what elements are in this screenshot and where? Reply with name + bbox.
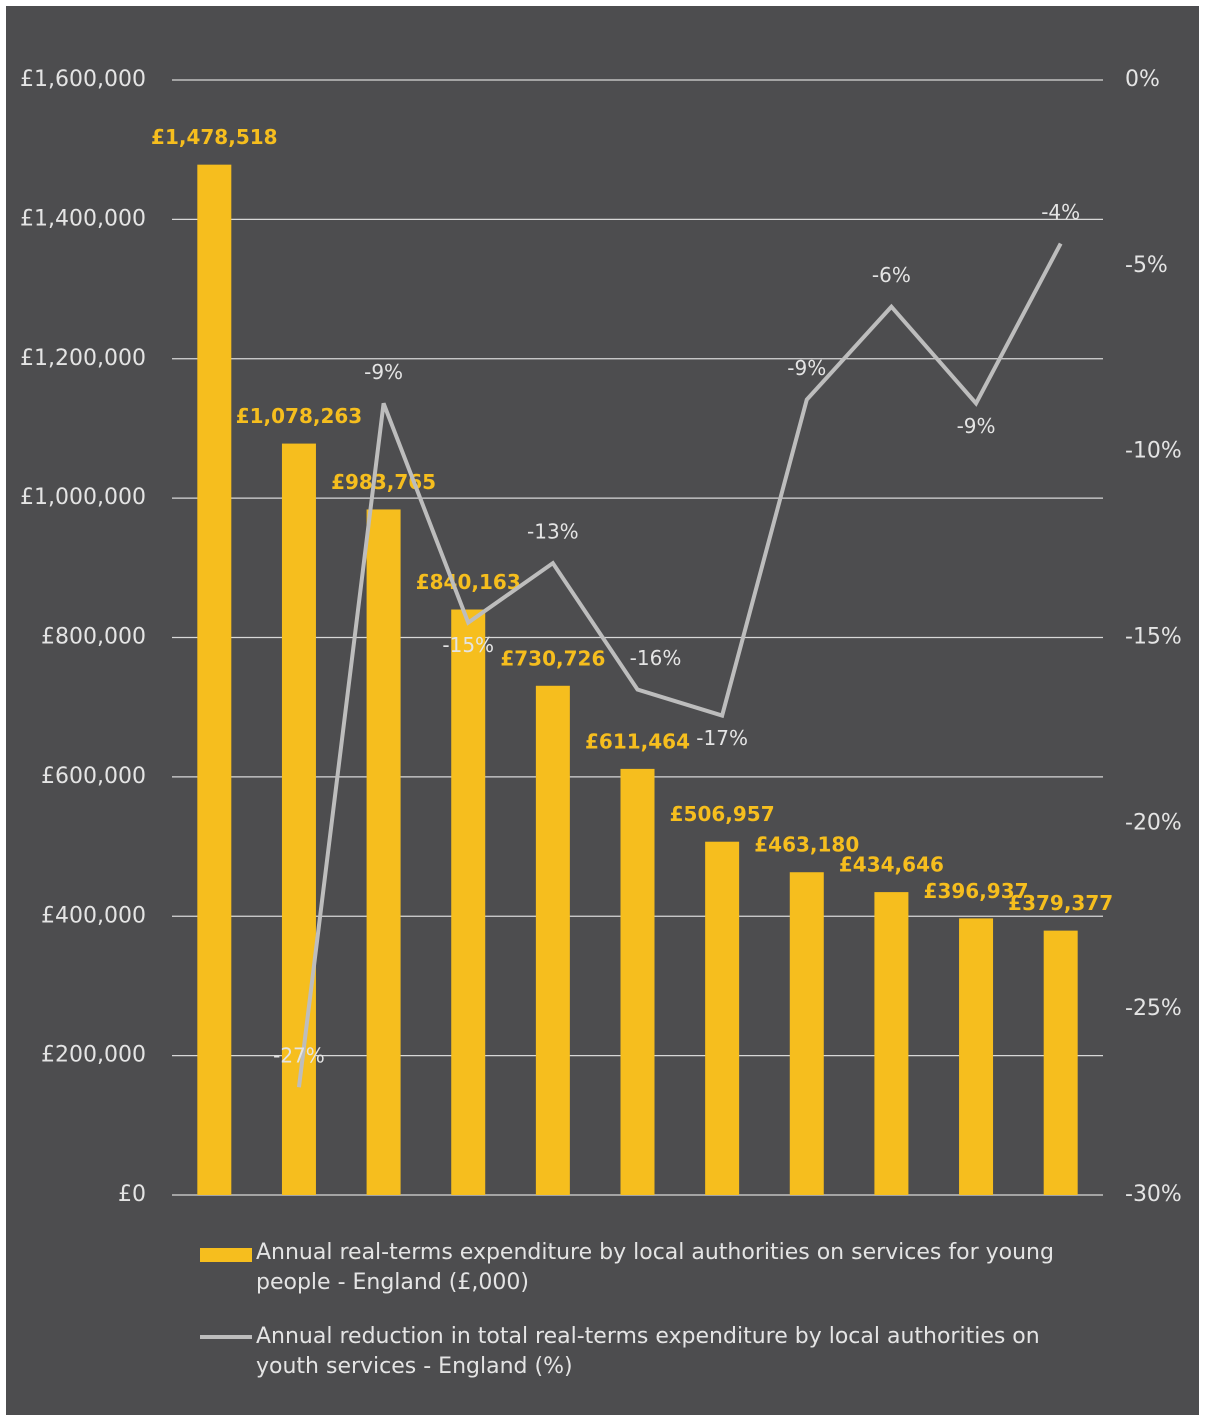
y2-tick-label: -15% bbox=[1125, 625, 1182, 650]
bar bbox=[874, 892, 909, 1195]
y-tick-label: £1,000,000 bbox=[20, 485, 146, 510]
bar-value-label: £434,646 bbox=[839, 853, 944, 877]
y2-tick-label: -30% bbox=[1125, 1182, 1182, 1207]
y2-tick-label: -5% bbox=[1125, 253, 1168, 278]
bar bbox=[620, 768, 655, 1195]
line-value-label: -15% bbox=[442, 633, 494, 657]
bar-value-label: £840,163 bbox=[416, 570, 521, 594]
bar bbox=[197, 164, 232, 1196]
line-value-label: -9% bbox=[957, 414, 996, 438]
y-tick-label: £600,000 bbox=[41, 764, 146, 789]
y-tick-label: £1,200,000 bbox=[20, 346, 146, 371]
bar bbox=[366, 509, 401, 1196]
legend-item: Annual reduction in total real-terms exp… bbox=[200, 1322, 1080, 1382]
y-tick-label: £200,000 bbox=[41, 1043, 146, 1068]
legend-swatch bbox=[200, 1248, 252, 1262]
background bbox=[6, 6, 1199, 1415]
bar bbox=[789, 872, 824, 1195]
y-tick-label: £400,000 bbox=[41, 903, 146, 928]
bar-value-label: £396,937 bbox=[924, 879, 1029, 903]
bar bbox=[451, 609, 486, 1195]
line-value-label: -27% bbox=[273, 1044, 325, 1068]
bar-value-label: £506,957 bbox=[670, 802, 775, 826]
line-value-label: -6% bbox=[872, 263, 911, 287]
y-tick-label: £0 bbox=[118, 1182, 146, 1207]
line-value-label: -4% bbox=[1041, 200, 1080, 224]
legend-label: Annual reduction in total real-terms exp… bbox=[256, 1324, 1040, 1379]
legend-swatch bbox=[200, 1335, 252, 1339]
bar-value-label: £1,478,518 bbox=[151, 125, 278, 149]
bar bbox=[535, 685, 570, 1195]
bar-value-label: £983,765 bbox=[331, 470, 436, 494]
y-tick-label: £1,600,000 bbox=[20, 67, 146, 92]
line bbox=[296, 242, 1063, 1088]
bar-value-label: £379,377 bbox=[1008, 891, 1113, 915]
bar-value-label: £611,464 bbox=[585, 729, 690, 753]
line-value-label: -17% bbox=[696, 726, 748, 750]
bar bbox=[959, 918, 994, 1195]
y-tick-label: £800,000 bbox=[41, 625, 146, 650]
y2-tick-label: -25% bbox=[1125, 996, 1182, 1021]
legend-item: Annual real-terms expenditure by local a… bbox=[200, 1238, 1080, 1298]
y2-tick-label: -20% bbox=[1125, 810, 1182, 835]
bar-value-label: £463,180 bbox=[754, 833, 859, 857]
line-value-label: -9% bbox=[787, 356, 826, 380]
bar-value-label: £1,078,263 bbox=[236, 404, 363, 428]
bar bbox=[1043, 930, 1078, 1195]
y2-tick-label: 0% bbox=[1125, 67, 1160, 92]
bar bbox=[281, 443, 316, 1196]
bar bbox=[705, 841, 740, 1195]
legend-label: Annual real-terms expenditure by local a… bbox=[256, 1240, 1054, 1295]
line-value-label: -9% bbox=[364, 360, 403, 384]
line-value-label: -13% bbox=[527, 520, 579, 544]
y2-tick-label: -10% bbox=[1125, 439, 1182, 464]
y-tick-label: £1,400,000 bbox=[20, 206, 146, 231]
line-value-label: -16% bbox=[630, 646, 682, 670]
bar-value-label: £730,726 bbox=[500, 646, 605, 670]
